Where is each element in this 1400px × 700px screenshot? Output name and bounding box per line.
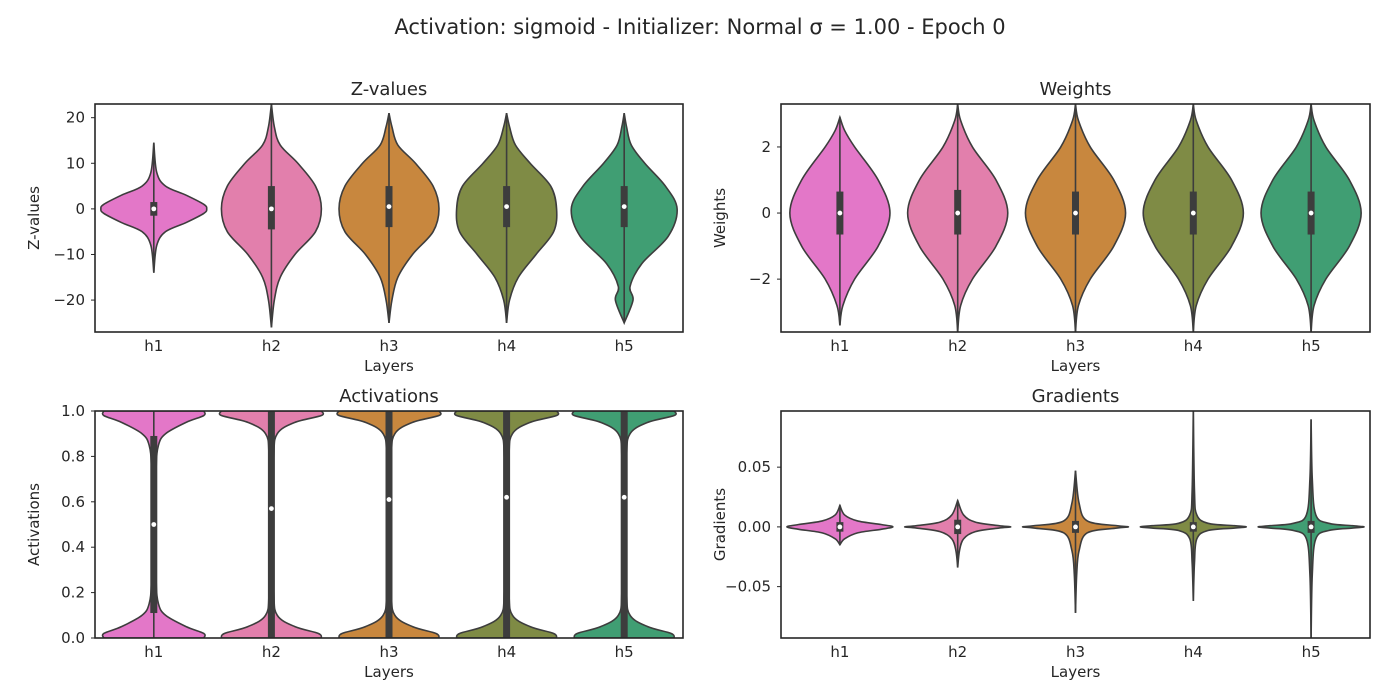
gradients-ytick-label: −0.05	[725, 578, 771, 596]
activations-frame	[94, 410, 684, 639]
zvalues-frame	[94, 103, 684, 333]
activations-median-h5	[621, 494, 627, 500]
zvalues-ylabel: Z-values	[25, 186, 43, 250]
activations-ytick-label: 0.4	[61, 538, 85, 556]
zvalues-median-h4	[504, 204, 509, 210]
weights-ylabel: Weights	[711, 188, 729, 248]
gradients-median-h1	[837, 524, 843, 530]
activations-xtick-label-h2: h2	[262, 643, 281, 661]
weights-ytick-label: 2	[761, 138, 771, 156]
weights-xtick-label-h3: h3	[1066, 337, 1085, 355]
zvalues-xtick-label-h4: h4	[497, 337, 516, 355]
zvalues-ytick-label: 10	[66, 154, 85, 172]
zvalues-median-h5	[621, 204, 627, 210]
activations-xlabel: Layers	[364, 663, 414, 681]
weights-xlabel: Layers	[1051, 357, 1101, 375]
gradients-frame	[780, 410, 1371, 639]
gradients-ylabel: Gradients	[711, 488, 729, 561]
zvalues-ytick-label: 20	[66, 109, 85, 127]
activations-title: Activations	[339, 386, 439, 407]
activations-xtick-label-h4: h4	[497, 643, 516, 661]
gradients-median-h3	[1073, 524, 1078, 530]
weights-median-h5	[1308, 210, 1314, 216]
zvalues-ytick-label: 0	[75, 200, 85, 218]
gradients-median-h4	[1190, 524, 1196, 530]
weights-median-h1	[837, 210, 843, 216]
gradients-xtick-label-h4: h4	[1184, 643, 1203, 661]
activations-iqr-h4	[503, 411, 511, 638]
activations-median-h3	[386, 497, 392, 502]
activations-ylabel: Activations	[25, 483, 43, 566]
weights-title: Weights	[1039, 79, 1111, 100]
zvalues-xtick-label-h2: h2	[262, 337, 281, 355]
activations-median-h4	[504, 494, 509, 500]
weights-median-h3	[1073, 210, 1078, 216]
activations-xtick-label-h5: h5	[615, 643, 634, 661]
gradients-ytick-label: 0.05	[738, 458, 771, 476]
gradients-xlabel: Layers	[1051, 663, 1101, 681]
weights-median-h4	[1190, 210, 1196, 216]
activations-xtick-label-h1: h1	[144, 643, 163, 661]
weights-median-h2	[955, 210, 961, 216]
gradients-ytick-label: 0.00	[738, 518, 771, 536]
weights-violins	[789, 104, 1362, 332]
activations-ytick-label: 0.2	[61, 584, 85, 602]
weights-xtick-label-h5: h5	[1302, 337, 1321, 355]
zvalues-median-h2	[269, 206, 274, 212]
zvalues-xtick-label-h5: h5	[615, 337, 634, 355]
activations-xtick-label-h3: h3	[379, 643, 398, 661]
activations-ytick-label: 0.8	[61, 447, 85, 465]
activations-ytick-label: 1.0	[61, 402, 85, 420]
zvalues-ytick-label: −10	[53, 245, 85, 263]
weights-ytick-label: 0	[761, 204, 771, 222]
zvalues-xtick-label-h3: h3	[379, 337, 398, 355]
gradients-title: Gradients	[1032, 386, 1120, 407]
zvalues-title: Z-values	[351, 79, 428, 100]
weights-ytick-label: −2	[749, 270, 771, 288]
activations-median-h2	[269, 506, 274, 512]
activations-iqr-h5	[620, 411, 628, 638]
activations-iqr-h2	[267, 411, 275, 638]
zvalues-xtick-label-h1: h1	[144, 337, 163, 355]
gradients-panel: Gradients 0.05 0.00 −0.05 h1 h2 h3 h4 h5 Layers Gr…	[711, 386, 1371, 681]
zvalues-median-h3	[386, 204, 392, 210]
gradients-xtick-label-h1: h1	[830, 643, 849, 661]
activations-median-h1	[151, 522, 157, 527]
activations-ytick-label: 0.0	[61, 629, 85, 647]
gradients-xtick-label-h5: h5	[1302, 643, 1321, 661]
zvalues-median-h1	[151, 206, 157, 212]
gradients-violins	[786, 411, 1365, 638]
activations-ytick-label: 0.6	[61, 493, 85, 511]
weights-frame	[780, 103, 1371, 333]
gradients-xtick-label-h3: h3	[1066, 643, 1085, 661]
weights-xtick-label-h2: h2	[948, 337, 967, 355]
weights-xtick-label-h4: h4	[1184, 337, 1203, 355]
zvalues-xlabel: Layers	[364, 357, 414, 375]
activations-iqr-h3	[385, 411, 393, 638]
gradients-xtick-label-h2: h2	[948, 643, 967, 661]
activations-violins	[101, 411, 677, 638]
figure-title: Activation: sigmoid - Initializer: Norma…	[394, 15, 1005, 39]
weights-xtick-label-h1: h1	[830, 337, 849, 355]
activations-panel: Activations 0.0 0.2 0.4 0.6 0.8 1.0 h1 h2 h3 h4 h5 L…	[25, 386, 684, 681]
zvalues-violins	[100, 104, 678, 328]
zvalues-panel: Z-values 20 10 0 −10 −20 h1 h2 h3 h4 h5 Layers Z-val…	[25, 79, 684, 375]
weights-panel: Weights 2 0 −2 h1 h2 h3 h4 h5 Layers Weights	[711, 79, 1371, 375]
gradients-median-h5	[1308, 524, 1314, 530]
zvalues-ytick-label: −20	[53, 291, 85, 309]
gradients-median-h2	[955, 524, 961, 530]
